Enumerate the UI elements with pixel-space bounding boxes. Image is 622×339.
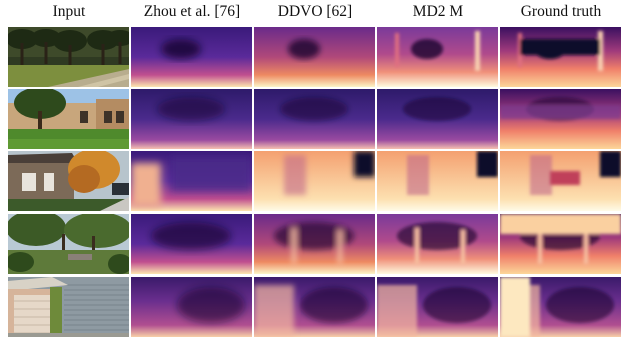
- depth-map-ddvo-row-4: [254, 214, 375, 274]
- depth-map-zhou-row-5: [131, 277, 252, 337]
- header-input: Input: [52, 3, 86, 20]
- header-ddvo: DDVO [62]: [277, 3, 353, 20]
- header-md2m: MD2 M: [412, 3, 464, 20]
- depth-map-zhou-row-3: [131, 151, 252, 211]
- depth-map-ground-truth-row-5: [500, 277, 621, 337]
- depth-map-ddvo-row-3: [254, 151, 375, 211]
- header-ground-truth: Ground truth: [520, 3, 602, 20]
- depth-map-ddvo-row-2: [254, 89, 375, 149]
- input-image-row-3: [8, 151, 129, 211]
- depth-map-md2m-row-5: [377, 277, 498, 337]
- header-zhou: Zhou et al. [76]: [143, 3, 241, 20]
- depth-map-zhou-row-4: [131, 214, 252, 274]
- depth-map-md2m-row-1: [377, 27, 498, 87]
- depth-map-md2m-row-4: [377, 214, 498, 274]
- depth-map-ddvo-row-1: [254, 27, 375, 87]
- input-image-row-1: [8, 27, 129, 87]
- depth-map-ddvo-row-5: [254, 277, 375, 337]
- column-headers: Input Zhou et al. [76] DDVO [62] MD2 M G…: [0, 0, 622, 26]
- depth-map-zhou-row-1: [131, 27, 252, 87]
- depth-map-ground-truth-row-1: [500, 27, 621, 87]
- input-image-row-4: [8, 214, 129, 274]
- depth-map-zhou-row-2: [131, 89, 252, 149]
- results-grid: [0, 27, 622, 339]
- input-image-row-2: [8, 89, 129, 149]
- depth-map-ground-truth-row-3: [500, 151, 621, 211]
- depth-map-ground-truth-row-4: [500, 214, 621, 274]
- input-image-row-5: [8, 277, 129, 337]
- depth-map-ground-truth-row-2: [500, 89, 621, 149]
- depth-map-md2m-row-2: [377, 89, 498, 149]
- depth-map-md2m-row-3: [377, 151, 498, 211]
